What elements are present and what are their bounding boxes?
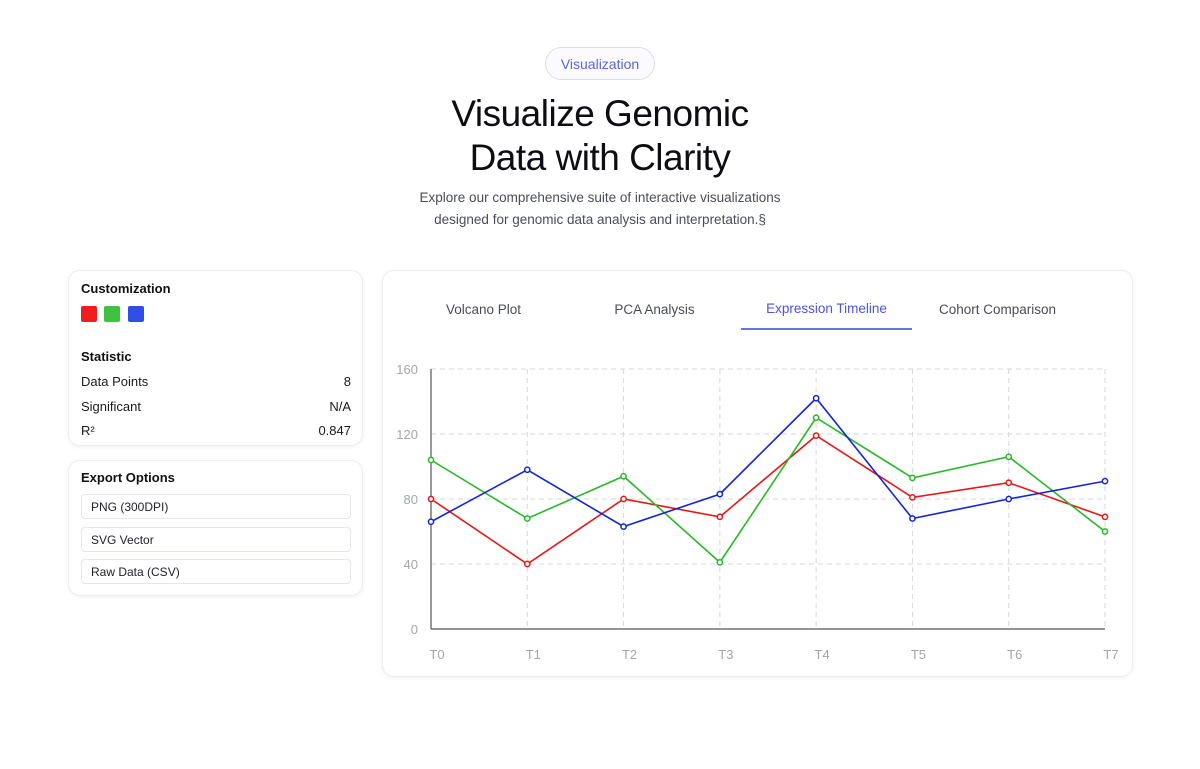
stat-value: 0.847 — [318, 423, 351, 438]
series-line-1 — [430, 434, 1106, 565]
y-tick-label: 0 — [411, 622, 418, 637]
stat-label: R² — [81, 423, 95, 438]
y-tick-label: 160 — [396, 362, 418, 377]
hero-title-line-1: Visualize Genomic — [451, 93, 749, 134]
stat-label: Significant — [81, 399, 141, 414]
data-point — [1101, 528, 1109, 535]
data-point — [716, 559, 724, 566]
export-title: Export Options — [81, 470, 175, 485]
x-tick-label: T7 — [1103, 647, 1118, 662]
data-point — [1101, 513, 1109, 521]
data-point — [716, 490, 724, 498]
tab-pca-analysis[interactable]: PCA Analysis — [614, 301, 695, 317]
x-tick-label: T5 — [911, 647, 926, 662]
data-point — [523, 466, 531, 474]
data-point — [909, 474, 916, 482]
data-point — [812, 394, 820, 402]
hero-subtitle-line-2: designed for genomic data analysis and i… — [434, 212, 766, 227]
data-point — [812, 414, 820, 422]
color-swatch-green[interactable] — [104, 306, 120, 322]
data-point — [523, 560, 531, 568]
data-point — [620, 523, 627, 530]
series-line-3 — [430, 397, 1106, 528]
data-point — [427, 518, 435, 526]
data-point — [909, 515, 916, 522]
stat-row-r-squared: R² 0.847 — [81, 423, 351, 438]
stat-row-significant: Significant N/A — [81, 399, 351, 414]
expression-timeline-chart: 0 40 80 120 160 T0 T1 T2 T3 T4 T5 T6 T7 — [396, 362, 1118, 662]
data-point — [909, 494, 916, 501]
export-panel: Export Options PNG (300DPI) SVG Vector R… — [68, 460, 363, 596]
tab-expression-timeline[interactable]: Expression Timeline — [741, 288, 912, 330]
stat-value: 8 — [343, 374, 351, 389]
x-tick-label: T4 — [815, 647, 830, 662]
data-point — [620, 495, 627, 503]
x-tick-label: T2 — [622, 647, 637, 662]
hero-title-line-2: Data with Clarity — [469, 137, 731, 178]
data-point — [1005, 495, 1013, 503]
customization-panel: Customization Statistic Data Points 8 Si… — [68, 270, 363, 446]
stat-value: N/A — [329, 399, 351, 414]
data-point — [1101, 477, 1109, 485]
data-point — [1005, 479, 1013, 487]
stat-label: Data Points — [81, 374, 149, 389]
data-point — [1005, 453, 1013, 461]
data-point — [812, 432, 820, 439]
x-tick-label: T6 — [1007, 647, 1022, 662]
data-point — [716, 513, 724, 521]
hero-title: Visualize Genomic Data with Clarity — [0, 92, 1200, 180]
customization-title: Customization — [81, 281, 171, 296]
tab-cohort-comparison[interactable]: Cohort Comparison — [938, 301, 1057, 317]
y-tick-label: 40 — [404, 557, 418, 572]
y-tick-label: 80 — [404, 492, 418, 507]
x-tick-label: T3 — [718, 647, 733, 662]
export-csv-button[interactable]: Raw Data (CSV) — [81, 559, 351, 584]
data-point — [427, 456, 435, 464]
data-point — [523, 515, 531, 522]
color-swatch-blue[interactable] — [128, 306, 144, 322]
data-point — [427, 495, 435, 503]
export-png-button[interactable]: PNG (300DPI) — [81, 494, 351, 519]
export-svg-button[interactable]: SVG Vector — [81, 527, 351, 552]
visualization-panel: Volcano Plot PCA Analysis Expression Tim… — [382, 270, 1133, 677]
data-point — [620, 472, 627, 480]
statistic-title: Statistic — [81, 349, 132, 364]
section-badge: Visualization — [545, 47, 655, 80]
hero-subtitle-line-1: Explore our comprehensive suite of inter… — [419, 190, 781, 205]
color-swatch-red[interactable] — [81, 306, 97, 322]
series-line-2 — [430, 416, 1106, 564]
x-tick-label: T1 — [526, 647, 541, 662]
tab-volcano-plot[interactable]: Volcano Plot — [445, 301, 522, 317]
hero-subtitle: Explore our comprehensive suite of inter… — [0, 187, 1200, 231]
y-tick-label: 120 — [396, 427, 418, 442]
x-tick-label: T0 — [429, 647, 444, 662]
stat-row-data-points: Data Points 8 — [81, 374, 351, 389]
